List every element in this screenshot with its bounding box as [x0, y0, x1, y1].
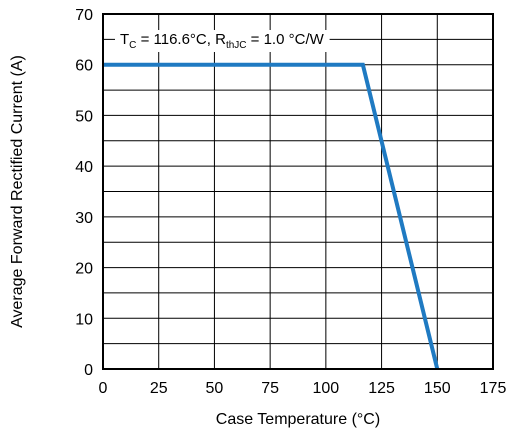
y-axis-label: Average Forward Rectified Current (A)	[9, 55, 26, 328]
annotation-t-value: = 116.6°C, R	[136, 31, 226, 48]
x-tick-label: 50	[206, 380, 224, 397]
x-tick-label: 175	[480, 380, 507, 397]
annotation-r-value: = 1.0 °C/W	[247, 31, 325, 48]
series-line	[103, 62, 440, 370]
annotation-t-symbol: T	[120, 31, 129, 48]
annotation-background	[115, 30, 330, 52]
x-tick-label: 25	[150, 380, 168, 397]
x-tick-labels: 0 25 50 75 100 125 150 175	[99, 380, 507, 397]
y-tick-label: 0	[84, 362, 93, 379]
annotation-t-subscript: C	[129, 40, 136, 51]
series-group	[103, 62, 440, 370]
x-axis-label: Case Temperature (°C)	[216, 411, 380, 428]
x-tick-label: 75	[261, 380, 279, 397]
y-tick-label: 70	[75, 7, 93, 24]
x-tick-label: 100	[313, 380, 340, 397]
x-tick-label: 0	[99, 380, 108, 397]
y-tick-label: 40	[75, 159, 93, 176]
y-tick-labels: 0 10 20 30 40 50 60 70	[75, 7, 93, 379]
annotation-group: TC = 116.6°C, RthJC = 1.0 °C/W	[115, 30, 330, 52]
y-tick-label: 20	[75, 261, 93, 278]
y-tick-label: 60	[75, 58, 93, 75]
plot-frame	[102, 13, 494, 370]
x-tick-label: 150	[424, 380, 451, 397]
annotation-r-subscript: thJC	[226, 40, 247, 51]
x-tick-label: 125	[368, 380, 395, 397]
y-tick-label: 50	[75, 108, 93, 125]
y-tick-label: 10	[75, 311, 93, 328]
annotation-text: TC = 116.6°C, RthJC = 1.0 °C/W	[120, 31, 325, 51]
y-tick-label: 30	[75, 210, 93, 227]
grid-lines	[102, 13, 494, 370]
